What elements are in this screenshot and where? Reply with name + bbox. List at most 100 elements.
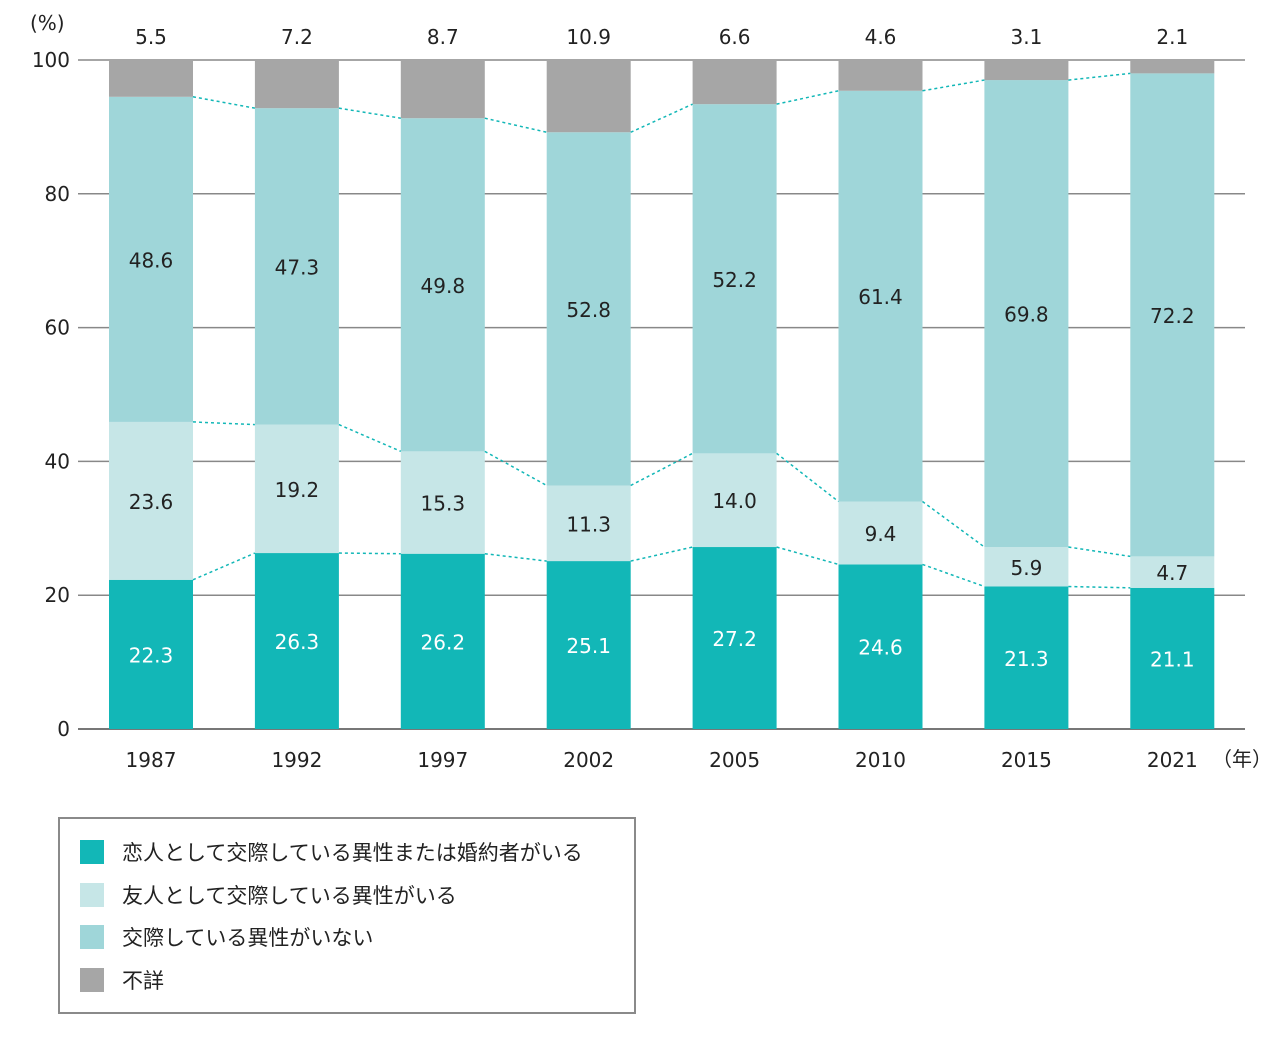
legend-item: 不詳 <box>80 967 164 993</box>
data-label: 21.3 <box>1004 647 1049 671</box>
bar-segment <box>546 561 631 729</box>
data-label: 22.3 <box>129 643 174 667</box>
data-label: 26.3 <box>275 630 320 654</box>
bar-segment <box>400 118 485 452</box>
data-label: 2.1 <box>1156 25 1188 49</box>
data-label: 27.2 <box>712 627 757 651</box>
connector-line <box>338 552 401 555</box>
y-tick-label: 100 <box>32 48 70 72</box>
data-label: 4.7 <box>1156 561 1188 585</box>
data-label: 14.0 <box>712 489 757 513</box>
bar-segment <box>838 90 923 502</box>
bar-segment <box>109 579 193 729</box>
legend-item: 恋人として交際している異性または婚約者がいる <box>80 840 583 865</box>
bar-segment <box>254 108 339 425</box>
connector-line <box>484 117 547 133</box>
connector-line <box>192 421 255 426</box>
connector-line <box>1068 585 1131 589</box>
connector-line <box>630 103 693 133</box>
bar-segment <box>546 485 631 562</box>
y-tick-label: 60 <box>45 316 70 340</box>
data-label: 9.4 <box>865 522 897 546</box>
legend-label: 交際している異性がいない <box>122 926 374 950</box>
data-label: 5.5 <box>135 25 167 49</box>
connector-line <box>484 450 548 487</box>
x-tick-label: 2005 <box>709 748 760 772</box>
bar-segment <box>692 453 777 548</box>
data-label: 48.6 <box>129 248 174 272</box>
legend-swatch <box>80 925 104 949</box>
bar-segment <box>546 60 631 133</box>
bar-segment <box>109 60 193 97</box>
connector-line <box>630 546 693 562</box>
x-tick-label: 2002 <box>563 748 614 772</box>
legend-swatch <box>80 967 104 992</box>
legend-label: 友人として交際している異性がいる <box>122 883 457 908</box>
bar-segment <box>400 60 485 119</box>
connector-line <box>338 423 402 453</box>
bar-segment <box>838 501 923 565</box>
legend-swatch <box>80 882 104 907</box>
bar-segment <box>400 451 485 554</box>
connector-line <box>484 552 547 562</box>
bar-segment <box>692 547 777 729</box>
data-label: 6.6 <box>719 25 751 49</box>
connector-line <box>1068 546 1131 558</box>
x-unit-label: （年） <box>1212 747 1272 771</box>
bar-segment <box>254 424 339 554</box>
bar-segment <box>109 96 193 422</box>
data-label: 23.6 <box>129 490 174 514</box>
connector-line <box>192 552 256 581</box>
x-tick-label: 1992 <box>271 748 322 772</box>
data-label: 3.1 <box>1010 25 1042 49</box>
data-label: 11.3 <box>566 512 611 536</box>
data-label: 19.2 <box>275 478 320 502</box>
data-label: 25.1 <box>566 634 611 658</box>
data-label: 52.8 <box>566 298 611 322</box>
bar-segment <box>692 60 777 105</box>
bar-segment <box>109 421 193 580</box>
bar-segment <box>254 553 339 729</box>
data-label: 52.2 <box>712 268 757 292</box>
data-label: 69.8 <box>1004 303 1049 327</box>
y-tick-label: 20 <box>45 583 70 607</box>
connector-line <box>1068 72 1131 81</box>
x-tick-label: 2015 <box>1001 748 1052 772</box>
x-tick-label: 1997 <box>417 748 468 772</box>
connector-line <box>922 563 985 588</box>
connector-line <box>338 107 401 119</box>
data-label: 49.8 <box>421 274 466 298</box>
connector-line <box>922 500 985 548</box>
y-tick-label: 80 <box>45 182 70 206</box>
bar-segment <box>692 104 777 454</box>
bar-segment <box>400 553 485 729</box>
connector-line <box>776 452 839 503</box>
connector-line <box>630 452 693 487</box>
bar-segment <box>984 80 1069 548</box>
data-label: 61.4 <box>858 285 903 309</box>
connector-line <box>922 79 985 92</box>
stacked-bar-chart: 0 20 40 60 80 100 (%) （年） 22.3 23.6 48.6 5.5 1987 26.… <box>30 11 1272 772</box>
connector-line <box>776 546 839 566</box>
bar-segment <box>1130 60 1215 74</box>
x-tick-label: 2021 <box>1147 748 1198 772</box>
legend-label: 恋人として交際している異性または婚約者がいる <box>122 841 583 865</box>
x-tick-label: 1987 <box>126 748 177 772</box>
bar-segment <box>984 586 1069 729</box>
data-label: 7.2 <box>281 25 313 49</box>
legend-item: 交際している異性がいない <box>80 925 374 950</box>
bar-segment <box>254 60 339 109</box>
y-tick-label: 0 <box>57 717 70 741</box>
bar-segment <box>984 60 1069 81</box>
legend-swatch <box>80 840 104 864</box>
bar-segment <box>1130 73 1215 557</box>
bar-segment <box>984 547 1069 587</box>
data-label: 72.2 <box>1150 304 1195 328</box>
y-tick-label: 40 <box>45 449 70 473</box>
bar-segment <box>1130 587 1215 729</box>
legend-item: 友人として交際している異性がいる <box>80 882 457 908</box>
x-tick-label: 2010 <box>855 748 906 772</box>
y-unit-label: (%) <box>30 11 65 35</box>
data-label: 26.2 <box>421 630 466 654</box>
data-label: 5.9 <box>1010 556 1042 580</box>
